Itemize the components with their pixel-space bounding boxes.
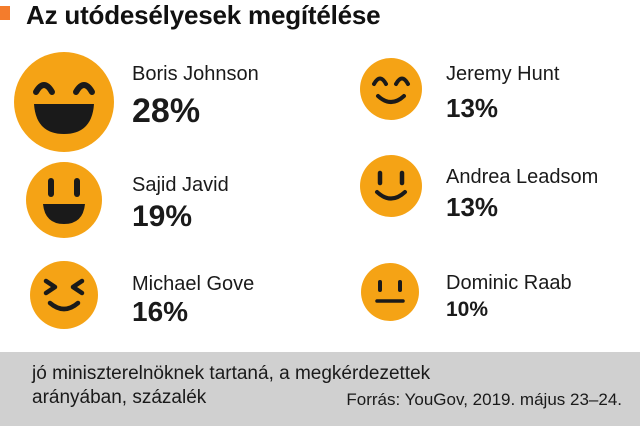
candidate-name: Sajid Javid [132, 174, 229, 196]
neutral-face-icon [361, 263, 419, 321]
smiling-smiley-icon [360, 155, 422, 217]
footer-panel: jó miniszterelnöknek tartaná, a megkérde… [0, 352, 640, 426]
title-accent-bar [0, 6, 10, 20]
candidate-name: Michael Gove [132, 273, 255, 295]
grinning-smiley-icon [26, 162, 102, 238]
candidate-percent: 13% [446, 192, 499, 222]
candidate-percent: 16% [132, 296, 189, 327]
footnote: jó miniszterelnöknek tartaná, a megkérde… [32, 363, 431, 408]
candidate-name: Jeremy Hunt [446, 63, 560, 85]
candidate-percent: 10% [446, 298, 489, 321]
candidate-percent: 28% [132, 92, 201, 130]
candidate-percent: 19% [132, 200, 193, 233]
candidate-name: Boris Johnson [132, 63, 259, 85]
candidate-name: Dominic Raab [446, 272, 572, 294]
happy-smiley-icon [360, 58, 422, 120]
squinting-smiley-icon [30, 261, 98, 329]
candidate-name: Andrea Leadsom [446, 166, 599, 188]
big-laughing-smiley-icon [14, 52, 114, 152]
chart-title: Az utódesélyesek megítélése [26, 0, 381, 30]
source-credit: Forrás: YouGov, 2019. május 23–24. [346, 390, 622, 409]
candidate-percent: 13% [446, 93, 499, 123]
